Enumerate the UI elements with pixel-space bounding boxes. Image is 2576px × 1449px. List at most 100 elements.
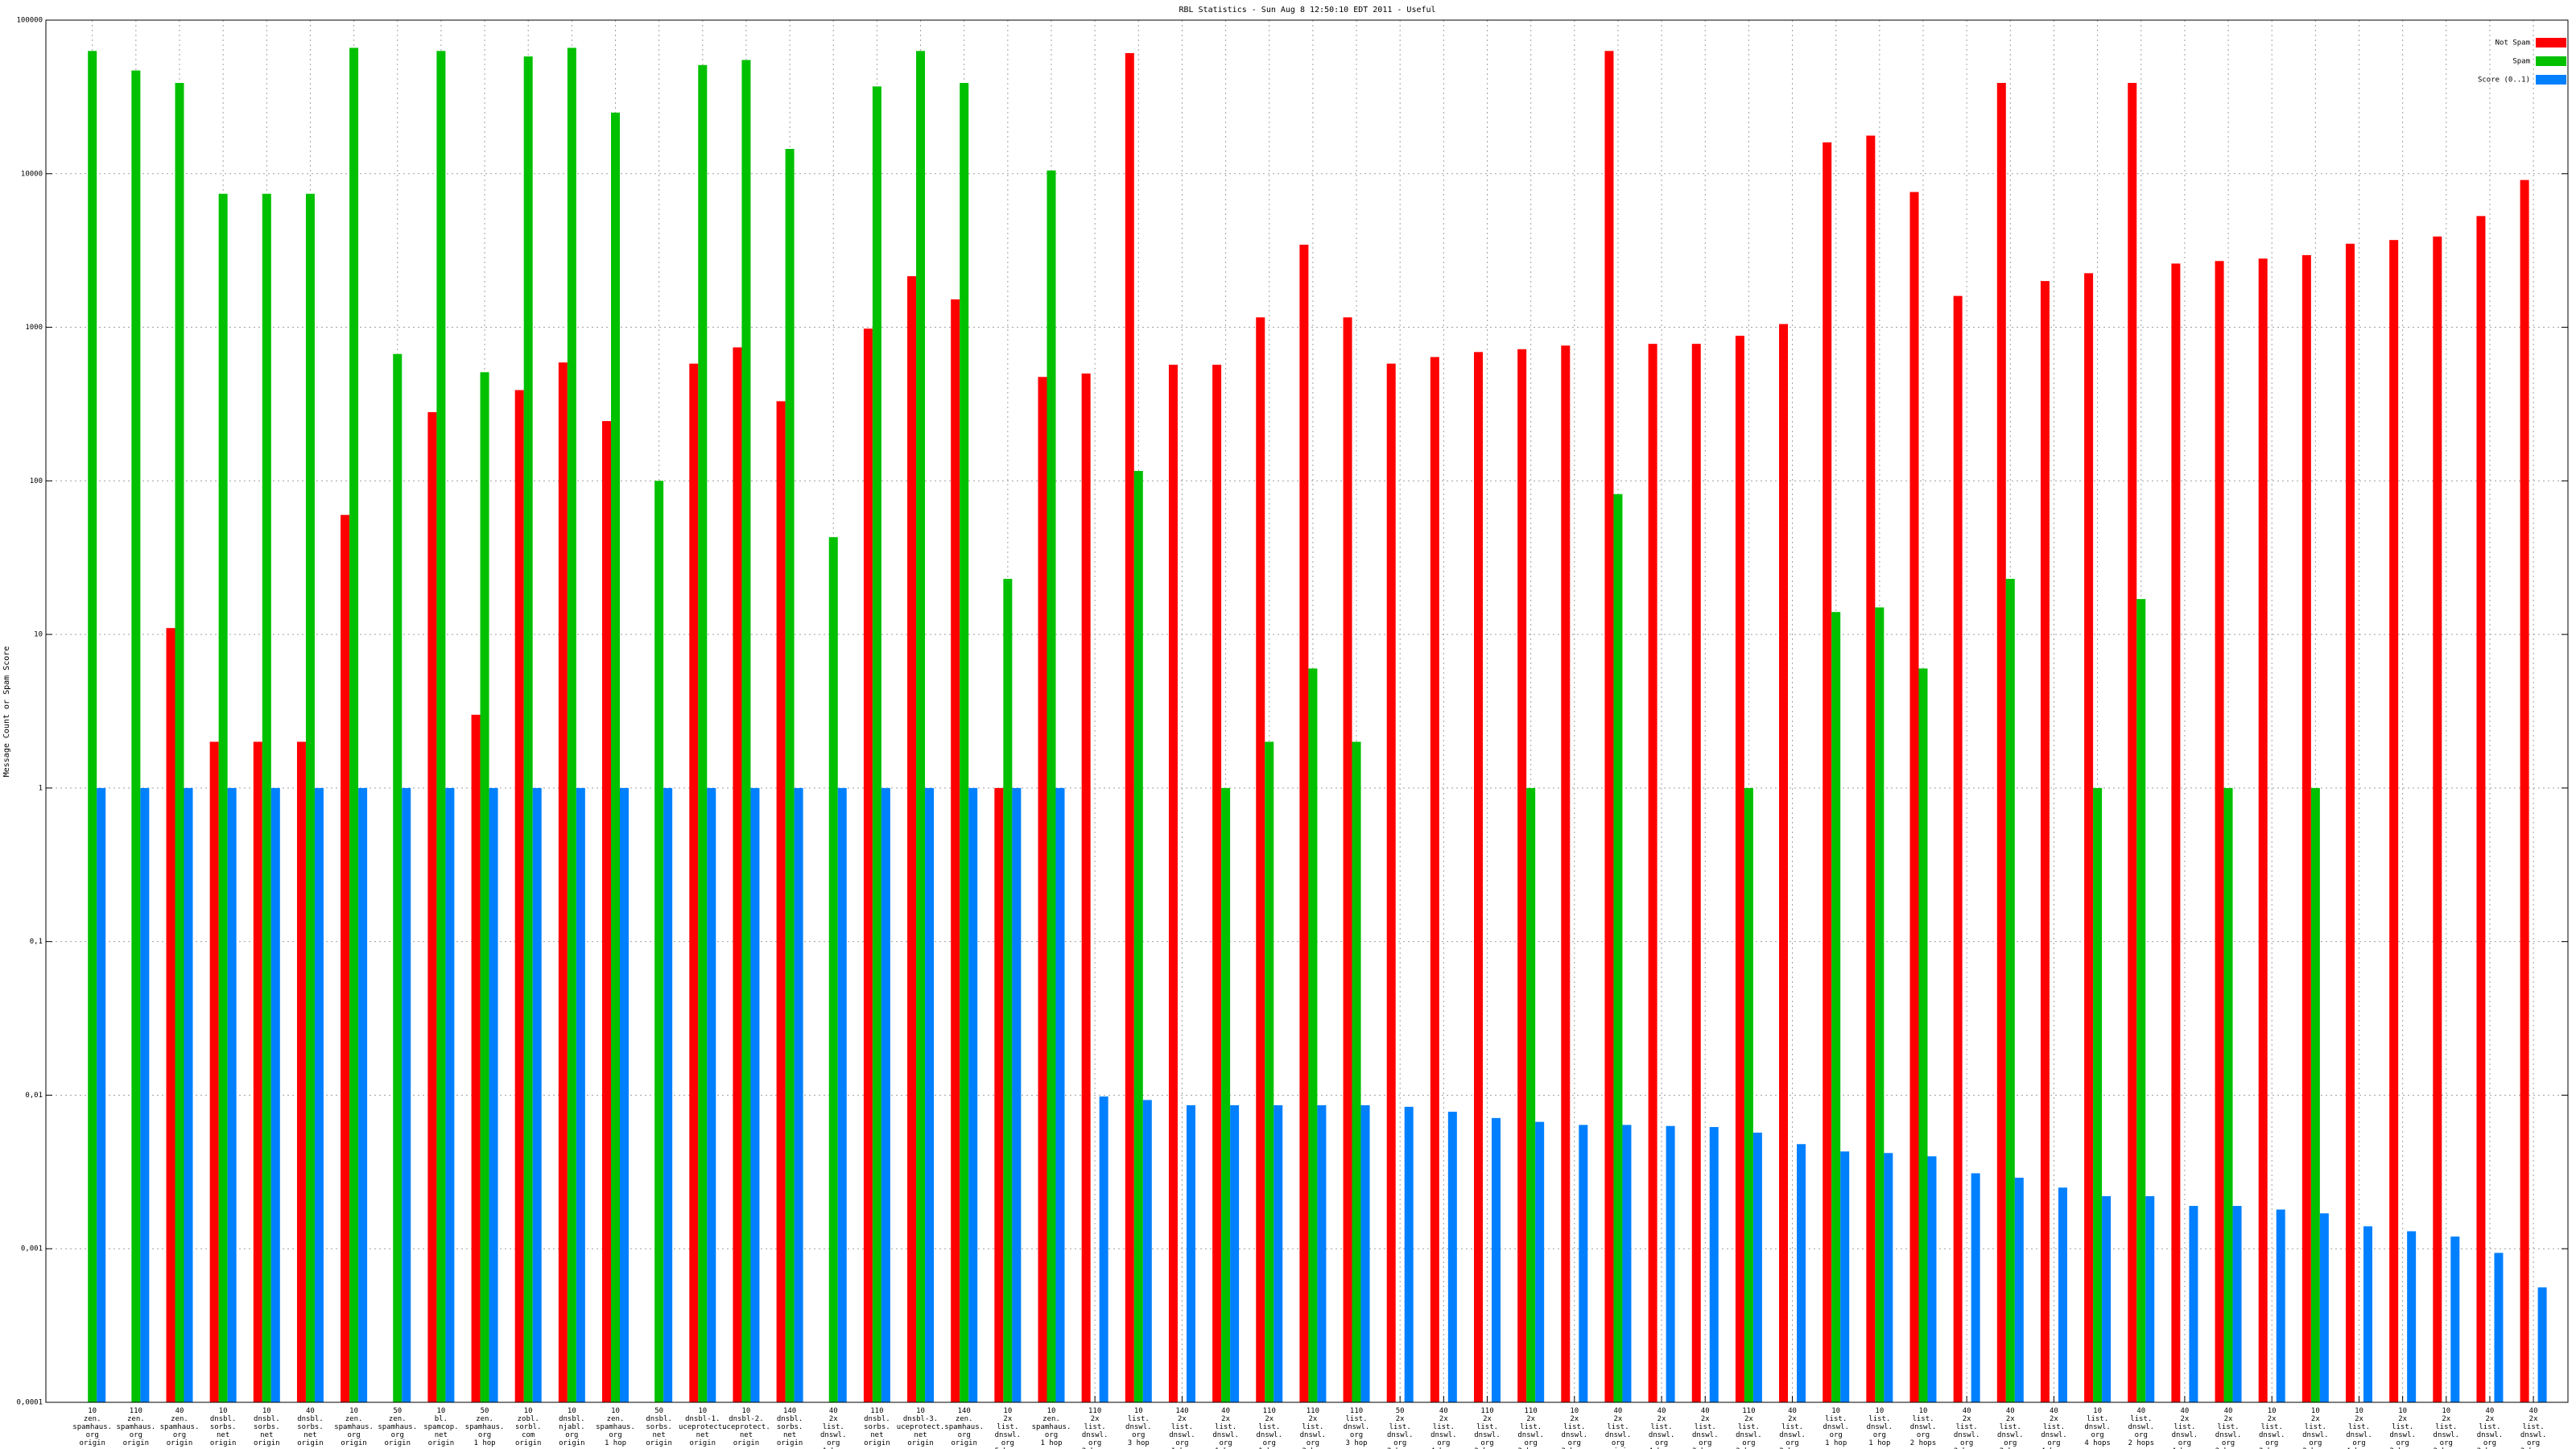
x-tick-label: 40 zen. spamhaus. org origin	[160, 1407, 200, 1447]
x-tick-label-line: 40	[2486, 1407, 2495, 1415]
x-tick-label: 10 list. dnswl. org 4 hops	[2084, 1407, 2111, 1447]
bar	[2433, 236, 2442, 1402]
bar	[175, 83, 184, 1403]
bar	[2084, 273, 2094, 1402]
bar	[1971, 1173, 1980, 1402]
x-tick-label-line: sorbs.	[646, 1423, 672, 1431]
x-tick-label-line: dnsbl-2.	[729, 1415, 763, 1423]
x-tick-label-line: dnsbl.	[559, 1415, 585, 1423]
bar	[994, 787, 1004, 1402]
x-tick-label-line: 10	[349, 1407, 358, 1415]
x-tick-label-line: dnswl.	[1823, 1423, 1849, 1431]
x-tick-label: 40 list. dnswl. org 2 hops	[2128, 1407, 2154, 1447]
x-tick-label-line: spamhaus.	[465, 1423, 505, 1431]
x-tick-label-line: org	[1785, 1439, 1798, 1447]
x-tick-label-line: sorbs.	[297, 1423, 324, 1431]
x-tick-label-line: 140	[958, 1407, 971, 1415]
y-tick-label: 0,1	[30, 938, 43, 946]
x-tick-label-line: org	[958, 1431, 971, 1439]
x-tick-label-line: 10	[1134, 1407, 1143, 1415]
x-tick-label: 10 dnsbl-2. uceprotect. net origin	[722, 1407, 770, 1447]
x-tick-label-line: 40	[1221, 1407, 1230, 1415]
bar	[184, 787, 193, 1402]
x-tick-label-line: dnswl.	[1430, 1431, 1457, 1439]
bar	[741, 60, 751, 1402]
bar	[1492, 1117, 1501, 1402]
y-tick-label: 1000	[25, 324, 43, 332]
x-tick-label-line: dnswl.	[995, 1431, 1022, 1439]
x-tick-label-line: spamhaus.	[944, 1423, 984, 1431]
x-tick-label-line: net	[653, 1431, 666, 1439]
x-tick-label-line: dnswl.	[2259, 1431, 2285, 1439]
bar	[1274, 1104, 1283, 1402]
x-tick-label-line: 10	[1919, 1407, 1928, 1415]
x-tick-label-line: list.	[1128, 1415, 1150, 1423]
x-tick-label-line: 140	[783, 1407, 796, 1415]
bar	[1622, 1125, 1632, 1402]
bar	[2189, 1206, 2198, 1402]
x-tick-label-line: dnsbl.	[254, 1415, 280, 1423]
bar	[1230, 1104, 1240, 1402]
x-tick-label-line: dnswl.	[820, 1431, 847, 1439]
x-tick-label-line: 40	[1614, 1407, 1623, 1415]
x-tick-label-line: origin	[79, 1439, 105, 1447]
x-tick-label: 10 zen. spamhaus. org origin	[334, 1407, 374, 1447]
bar	[1474, 352, 1483, 1402]
x-tick-label-line: dnswl.	[1867, 1423, 1893, 1431]
y-tick-label: 10000	[21, 170, 43, 178]
x-tick-label-line: org	[565, 1431, 578, 1439]
x-tick-label-line: 4 hops	[1430, 1447, 1457, 1449]
bar	[1918, 668, 1928, 1402]
bar	[471, 714, 481, 1402]
x-tick-label-line: 2x	[2442, 1415, 2450, 1423]
x-tick-label-line: 1 hop	[1215, 1447, 1236, 1449]
x-tick-label-line: zen.	[171, 1415, 188, 1423]
x-tick-label: 10 zen. spamhaus. org origin	[72, 1407, 112, 1447]
x-tick-label-line: dnswl.	[2172, 1431, 2198, 1439]
bar	[1055, 787, 1065, 1402]
bar	[402, 787, 411, 1402]
x-tick-label-line: zen.	[127, 1415, 145, 1423]
x-tick-label-line: list.	[2130, 1415, 2152, 1423]
x-tick-label-line: org	[86, 1431, 99, 1439]
x-tick-label: 50 zen. spamhaus. org origin	[378, 1407, 417, 1447]
x-tick-label-line: origin	[1605, 1447, 1632, 1449]
x-tick-label-line: org	[1873, 1431, 1886, 1439]
bar	[558, 362, 568, 1402]
x-tick-label-line: list.	[997, 1423, 1018, 1431]
x-tick-label-line: 10	[2268, 1407, 2277, 1415]
bar	[1046, 170, 1056, 1402]
x-tick-label-line: 10	[1875, 1407, 1884, 1415]
x-tick-label-line: 1 hop	[1258, 1447, 1280, 1449]
x-tick-label: 10 dnsbl. njabl. org origin	[559, 1407, 585, 1447]
x-tick-label-line: list.	[2305, 1423, 2326, 1431]
x-tick-label-line: list.	[1476, 1423, 1498, 1431]
x-tick-label-line: 2x	[1003, 1415, 1012, 1423]
legend-label: Not Spam	[2496, 39, 2530, 47]
bar	[1735, 336, 1744, 1403]
bar	[1125, 52, 1134, 1402]
bar	[611, 112, 620, 1403]
bar	[1360, 1104, 1370, 1402]
x-tick-label-line: org	[2352, 1439, 2365, 1447]
bar	[916, 51, 926, 1402]
x-tick-label-line: 40	[2529, 1407, 2538, 1415]
bar	[1709, 1127, 1719, 1402]
x-tick-label-line: 10	[916, 1407, 925, 1415]
x-tick-label-line: origin	[864, 1439, 890, 1447]
x-tick-label-line: 5 hops	[995, 1447, 1022, 1449]
bar	[1613, 493, 1623, 1402]
x-tick-label-line: origin	[515, 1439, 542, 1447]
x-tick-label-line: org	[1175, 1439, 1188, 1447]
x-tick-label-line: zen.	[84, 1415, 101, 1423]
x-tick-label-line: list.	[1171, 1423, 1193, 1431]
x-tick-label-line: org	[1568, 1439, 1581, 1447]
x-tick-label: 110 dnsbl. sorbs. net origin	[864, 1407, 890, 1447]
x-tick-label-line: origin	[690, 1439, 716, 1447]
x-tick-label-line: 10	[262, 1407, 271, 1415]
bar	[567, 47, 576, 1403]
